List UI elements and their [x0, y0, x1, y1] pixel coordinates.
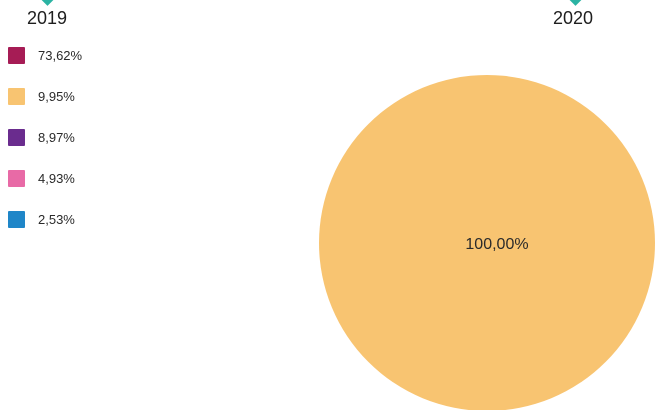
legend-swatch: [8, 47, 28, 67]
pie-slice: [319, 75, 655, 410]
legend-swatch: [8, 211, 28, 231]
legend-label: 73,62%: [38, 48, 83, 63]
year-label-2020: 2020: [553, 8, 594, 28]
legend-swatch: [8, 88, 28, 108]
year-label-2019: 2019: [27, 8, 68, 28]
legend-label: 9,95%: [38, 89, 75, 104]
legend-swatch: [8, 170, 28, 190]
legend-label: 2,53%: [38, 212, 75, 227]
legend-swatch: [8, 129, 28, 149]
legend-label: 8,97%: [38, 130, 75, 145]
pie-slice-label: 100,00%: [465, 236, 528, 253]
legend-label: 4,93%: [38, 171, 75, 186]
